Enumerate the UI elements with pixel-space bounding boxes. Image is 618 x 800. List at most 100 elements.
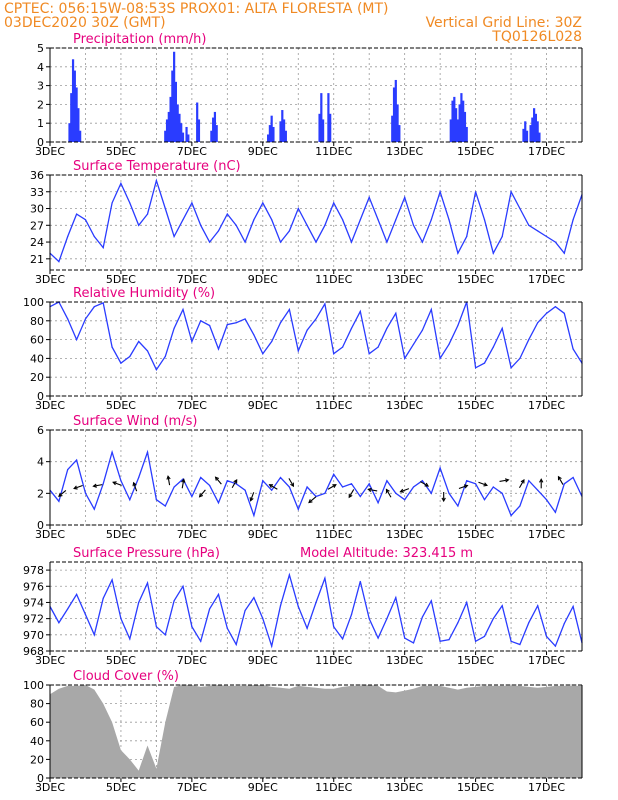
surface-temperature-point [404,196,406,198]
surface-temperature-point [84,219,87,221]
y-tick-label: 36 [30,169,44,182]
surface-temperature-point [76,213,78,215]
precip-bar [187,134,190,142]
surface-pressure-point [182,585,184,587]
surface-wind-point [395,492,397,494]
surface-temperature-point [492,252,494,254]
surface-pressure-point [421,616,423,618]
wind-arrow [399,488,410,493]
surface-pressure-point [93,634,95,636]
relative-humidity-point [271,340,273,343]
precip-bar [176,104,179,142]
y-tick-label: 0 [37,390,44,403]
y-tick-label: 60 [30,716,44,729]
surface-temperature-point [262,202,264,204]
x-tick-label: 7DEC [177,145,207,158]
wind-arrow [308,496,317,504]
relative-humidity-point [368,353,370,355]
surface-temperature-point [297,207,299,210]
x-tick-label: 15DEC [457,781,494,794]
surface-temperature-point [306,224,308,226]
x-tick-label: 15DEC [457,654,494,667]
surface-wind-point [537,489,539,491]
relative-humidity-point [93,306,95,308]
x-tick-label: 3DEC [35,273,65,286]
relative-humidity-point [545,312,548,314]
relative-humidity-point [501,327,503,329]
precip-bar [267,134,270,142]
x-tick-label: 3DEC [35,654,65,667]
precip-bar [171,70,174,142]
surface-wind-title: Surface Wind (m/s) [73,414,197,429]
x-tick-label: 13DEC [386,145,423,158]
y-tick-label: 5 [37,42,44,55]
y-tick-label: 4 [37,456,44,469]
surface-wind-point [102,483,104,485]
surface-temperature-point [421,241,423,243]
surface-temperature-point [244,241,246,243]
surface-pressure-point [501,605,503,607]
y-tick-label: 20 [30,371,44,384]
y-tick-label: 21 [30,253,44,266]
wind-arrow [58,490,67,497]
precip-bar [196,102,199,142]
surface-pressure-point [173,600,175,602]
relative-humidity-point [404,357,406,359]
surface-pressure-point [377,637,379,639]
relative-humidity-point [262,353,264,355]
x-tick-label: 9DEC [248,145,278,158]
y-tick-label: 978 [23,564,44,577]
relative-humidity-point [253,334,255,336]
precip-bar [320,93,323,142]
surface-wind-point [501,492,503,494]
x-tick-label: 11DEC [315,654,352,667]
surface-pressure-point [120,618,122,620]
wind-arrow [367,487,378,493]
x-tick-label: 3DEC [35,781,65,794]
wind-arrow [132,481,138,492]
y-tick-label: 976 [23,580,44,593]
surface-wind-point [404,499,406,501]
surface-temperature-point [395,219,397,221]
wind-arrow [166,475,171,486]
surface-temperature-point [58,261,60,263]
wind-arrow [92,483,103,488]
relative-humidity-point [67,318,69,320]
y-tick-label: 24 [30,236,44,249]
relative-humidity-point [528,339,530,341]
surface-pressure-point [217,593,220,595]
surface-wind-point [528,480,530,482]
x-tick-label: 7DEC [177,781,207,794]
panel-cloud-cover: Cloud Cover (%) 3DEC 5DEC 7DEC 9DEC 11DEC 13DE… [23,669,583,794]
surface-wind-point [324,492,326,494]
surface-pressure-point [209,608,211,610]
surface-temperature-point [377,219,379,221]
y-tick-label: 1 [37,117,44,130]
precip-bar [71,59,75,142]
surface-temperature-point [102,247,104,249]
relative-humidity-point [421,329,423,331]
x-tick-label: 9DEC [248,781,278,794]
surface-wind-point [146,451,149,453]
relative-humidity-point [209,324,211,327]
relative-humidity-point [111,346,113,348]
surface-pressure-point [200,640,202,642]
y-tick-label: 27 [30,219,44,232]
x-tick-label: 15DEC [457,273,494,286]
relative-humidity-point [200,320,202,322]
relative-humidity-point [306,329,308,331]
relative-humidity-point [333,353,335,355]
precip-bar [185,126,188,142]
surface-wind-point [58,500,60,502]
surface-pressure-point [279,605,282,607]
y-tick-label: 970 [23,629,44,642]
surface-pressure-point [519,643,521,646]
x-tick-label: 13DEC [386,273,423,286]
surface-wind-point [279,476,282,479]
surface-pressure-point [244,609,246,612]
surface-temperature-point [537,230,539,232]
relative-humidity-point [359,310,361,312]
surface-pressure-point [297,605,299,608]
surface-wind-point [262,480,264,482]
